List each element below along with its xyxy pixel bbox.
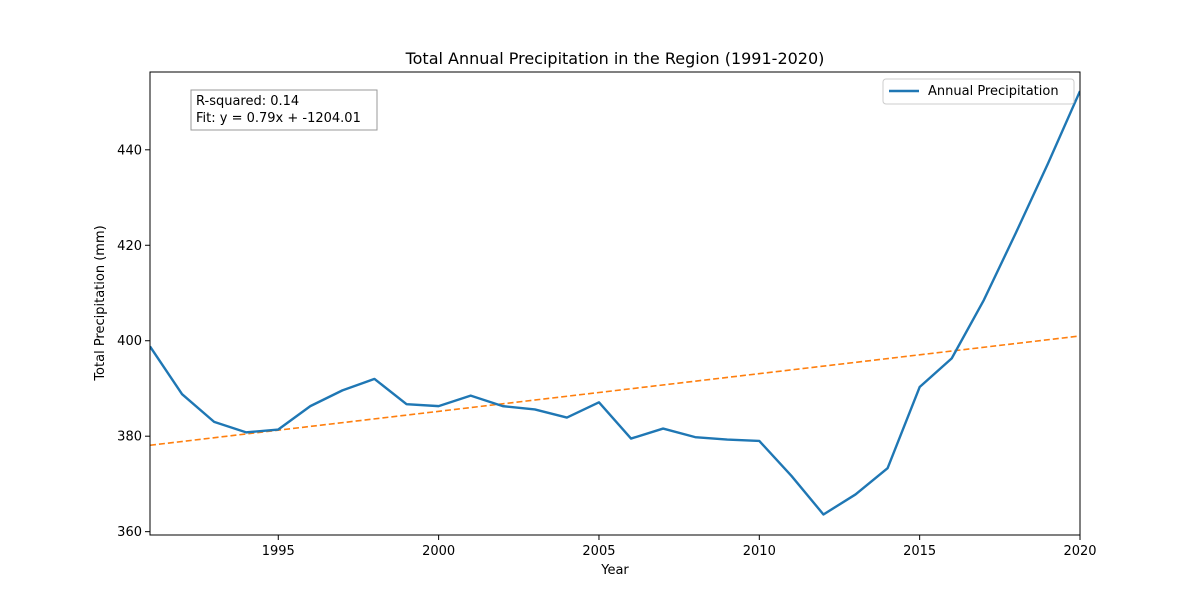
annual-precipitation-line [150, 90, 1080, 516]
x-tick-label: 1995 [262, 544, 295, 559]
y-tick-label: 360 [117, 525, 142, 540]
annotation-frame [190, 89, 378, 131]
legend: Annual Precipitation [882, 78, 1075, 105]
annotation-fit-equation: Fit: y = 0.79x + -1204.01 [196, 111, 361, 126]
x-tick-label: 2000 [422, 544, 455, 559]
x-tick-label: 2020 [1063, 544, 1096, 559]
x-axis: 1995 2000 2005 2010 2015 2020 [262, 535, 1097, 559]
legend-label-annual-precipitation: Annual Precipitation [928, 84, 1059, 99]
x-tick-label: 2005 [582, 544, 615, 559]
y-tick-label: 420 [117, 239, 142, 254]
x-tick-label: 2010 [743, 544, 776, 559]
fit-annotation-box: R-squared: 0.14 Fit: y = 0.79x + -1204.0… [190, 89, 378, 131]
y-tick-label: 400 [117, 334, 142, 349]
plot-frame [149, 71, 1081, 536]
chart-title: Total Annual Precipitation in the Region… [405, 49, 825, 68]
legend-frame [882, 78, 1075, 105]
y-axis: 360 380 400 420 440 [117, 143, 150, 540]
y-tick-label: 440 [117, 143, 142, 158]
annotation-r-squared: R-squared: 0.14 [196, 94, 299, 109]
x-axis-label: Year [600, 563, 629, 578]
y-tick-label: 380 [117, 430, 142, 445]
x-tick-label: 2015 [903, 544, 936, 559]
trend-line [150, 335, 1080, 447]
plot-area [150, 90, 1080, 516]
y-axis-label: Total Precipitation (mm) [93, 225, 108, 381]
